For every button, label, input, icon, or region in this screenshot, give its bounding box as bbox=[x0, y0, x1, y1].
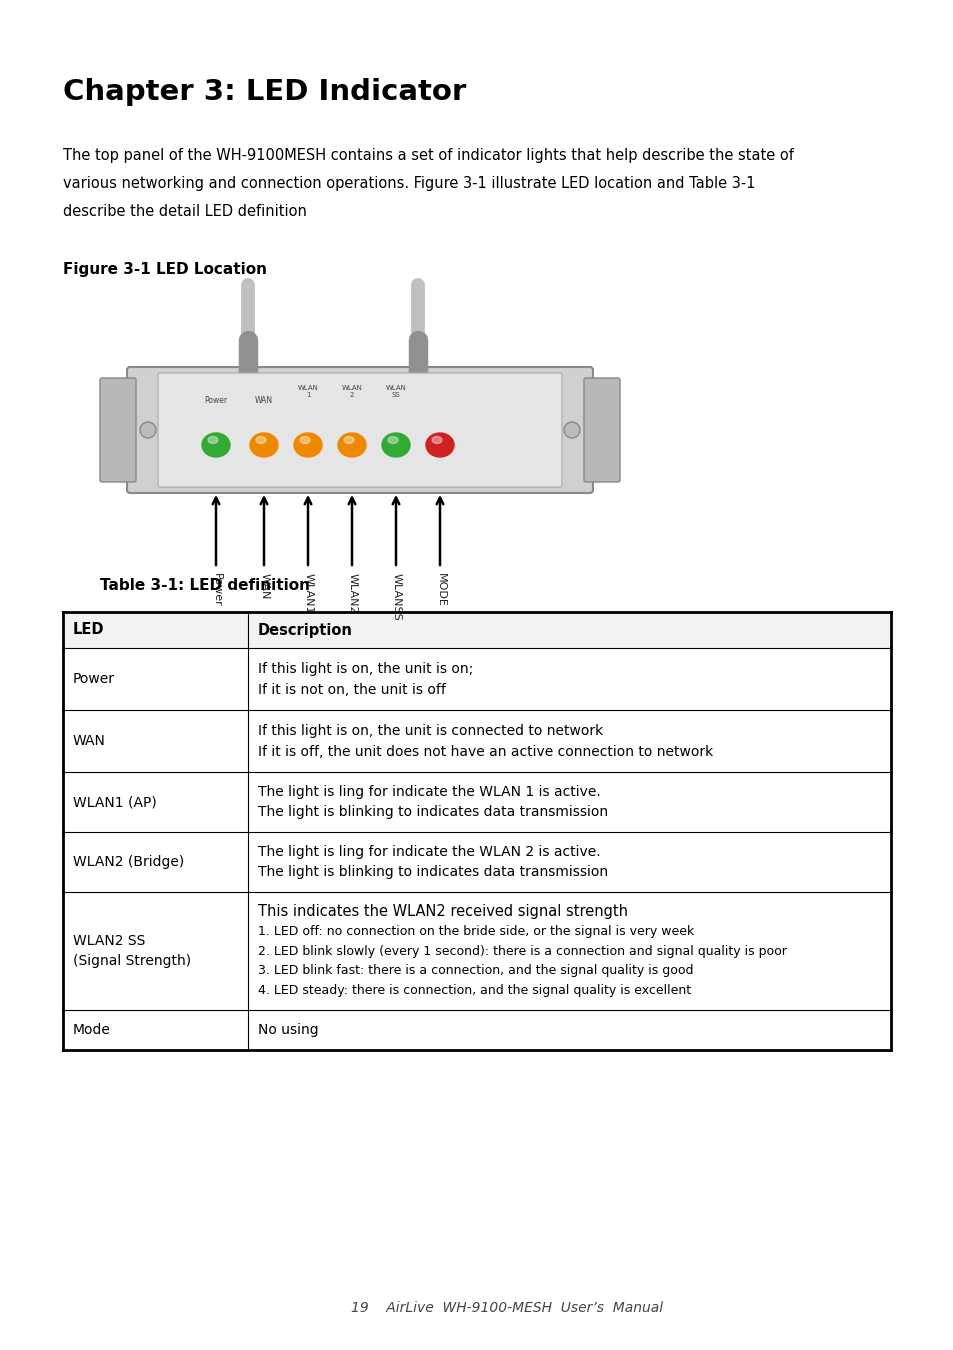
Bar bbox=[63, 612, 890, 648]
Bar bbox=[63, 1010, 890, 1050]
Ellipse shape bbox=[426, 433, 454, 458]
Bar bbox=[63, 710, 890, 772]
Text: MODE: MODE bbox=[436, 572, 446, 608]
Text: 1. LED off: no connection on the bride side, or the signal is very week: 1. LED off: no connection on the bride s… bbox=[257, 925, 694, 938]
Text: Figure 3-1 LED Location: Figure 3-1 LED Location bbox=[63, 262, 267, 277]
Text: WLAN1 (AP): WLAN1 (AP) bbox=[73, 795, 156, 809]
Ellipse shape bbox=[432, 436, 441, 444]
Ellipse shape bbox=[202, 433, 230, 458]
FancyBboxPatch shape bbox=[127, 367, 593, 493]
FancyBboxPatch shape bbox=[158, 373, 561, 487]
Circle shape bbox=[563, 423, 579, 437]
Bar bbox=[63, 832, 890, 892]
Ellipse shape bbox=[294, 433, 322, 458]
Text: Chapter 3: LED Indicator: Chapter 3: LED Indicator bbox=[63, 78, 466, 107]
Text: No using: No using bbox=[257, 1023, 318, 1037]
Text: If this light is on, the unit is connected to network: If this light is on, the unit is connect… bbox=[257, 724, 602, 737]
Text: WLAN1: WLAN1 bbox=[304, 572, 314, 613]
Text: This indicates the WLAN2 received signal strength: This indicates the WLAN2 received signal… bbox=[257, 904, 627, 919]
Text: 19    AirLive  WH-9100-MESH  User’s  Manual: 19 AirLive WH-9100-MESH User’s Manual bbox=[351, 1301, 662, 1315]
Text: The light is ling for indicate the WLAN 1 is active.: The light is ling for indicate the WLAN … bbox=[257, 784, 600, 799]
Ellipse shape bbox=[255, 436, 266, 444]
Text: The light is blinking to indicates data transmission: The light is blinking to indicates data … bbox=[257, 865, 607, 879]
Text: WLAN2 (Bridge): WLAN2 (Bridge) bbox=[73, 855, 184, 869]
Text: Mode: Mode bbox=[73, 1023, 111, 1037]
Ellipse shape bbox=[337, 433, 366, 458]
Text: 3. LED blink fast: there is a connection, and the signal quality is good: 3. LED blink fast: there is a connection… bbox=[257, 964, 693, 977]
Text: WLAN
SS: WLAN SS bbox=[385, 386, 406, 398]
Text: The top panel of the WH-9100MESH contains a set of indicator lights that help de: The top panel of the WH-9100MESH contain… bbox=[63, 148, 793, 163]
Text: If it is off, the unit does not have an active connection to network: If it is off, the unit does not have an … bbox=[257, 744, 713, 759]
Text: WAN: WAN bbox=[73, 734, 106, 748]
Text: Description: Description bbox=[257, 622, 353, 637]
Ellipse shape bbox=[250, 433, 277, 458]
FancyBboxPatch shape bbox=[583, 378, 619, 482]
Text: WAN: WAN bbox=[254, 396, 273, 405]
Text: If it is not on, the unit is off: If it is not on, the unit is off bbox=[257, 683, 445, 697]
Text: WLAN
2: WLAN 2 bbox=[341, 386, 362, 398]
Bar bbox=[63, 892, 890, 1010]
Text: 4. LED steady: there is connection, and the signal quality is excellent: 4. LED steady: there is connection, and … bbox=[257, 984, 690, 996]
Bar bbox=[63, 648, 890, 710]
Text: Table 3-1: LED definition: Table 3-1: LED definition bbox=[100, 578, 310, 593]
Ellipse shape bbox=[344, 436, 354, 444]
Text: WLANSS: WLANSS bbox=[392, 572, 401, 621]
Text: 2. LED blink slowly (every 1 second): there is a connection and signal quality i: 2. LED blink slowly (every 1 second): th… bbox=[257, 945, 786, 957]
Bar bbox=[63, 772, 890, 832]
Text: WLAN2: WLAN2 bbox=[348, 572, 357, 614]
Ellipse shape bbox=[381, 433, 410, 458]
Ellipse shape bbox=[299, 436, 310, 444]
Text: The light is blinking to indicates data transmission: The light is blinking to indicates data … bbox=[257, 805, 607, 819]
Ellipse shape bbox=[208, 436, 218, 444]
Text: WLAN2 SS
(Signal Strength): WLAN2 SS (Signal Strength) bbox=[73, 934, 191, 968]
Circle shape bbox=[140, 423, 156, 437]
Text: describe the detail LED definition: describe the detail LED definition bbox=[63, 204, 307, 219]
Text: various networking and connection operations. Figure 3-1 illustrate LED location: various networking and connection operat… bbox=[63, 176, 755, 190]
Text: Power: Power bbox=[73, 672, 115, 686]
FancyBboxPatch shape bbox=[100, 378, 136, 482]
Text: LED: LED bbox=[73, 622, 105, 637]
Text: The light is ling for indicate the WLAN 2 is active.: The light is ling for indicate the WLAN … bbox=[257, 845, 600, 859]
Text: WLAN
1: WLAN 1 bbox=[297, 386, 318, 398]
Text: Power: Power bbox=[204, 396, 228, 405]
Text: If this light is on, the unit is on;: If this light is on, the unit is on; bbox=[257, 662, 473, 675]
Text: Power: Power bbox=[212, 572, 222, 606]
Ellipse shape bbox=[388, 436, 397, 444]
Text: WAN: WAN bbox=[260, 572, 270, 599]
